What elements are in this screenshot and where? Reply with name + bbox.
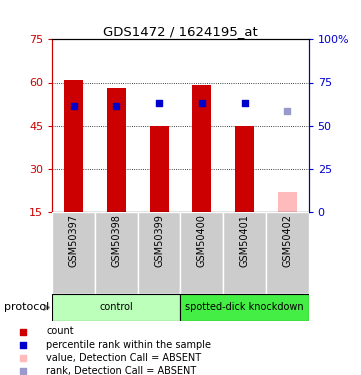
Point: [20, 355, 26, 361]
Text: percentile rank within the sample: percentile rank within the sample: [47, 339, 212, 350]
Text: control: control: [100, 303, 133, 312]
Text: value, Detection Call = ABSENT: value, Detection Call = ABSENT: [47, 352, 202, 363]
Bar: [52, 212, 95, 294]
Bar: [149, 126, 169, 212]
Bar: [138, 212, 180, 294]
Title: GDS1472 / 1624195_at: GDS1472 / 1624195_at: [103, 25, 258, 38]
Bar: [180, 294, 309, 321]
Text: protocol: protocol: [4, 303, 49, 312]
Bar: [180, 212, 223, 294]
Text: GSM50401: GSM50401: [240, 214, 249, 267]
Bar: [64, 80, 83, 212]
Text: spotted-dick knockdown: spotted-dick knockdown: [185, 303, 304, 312]
Point: [113, 102, 119, 108]
Point: [242, 100, 247, 106]
Bar: [192, 86, 212, 212]
Point: [199, 100, 205, 106]
Text: GSM50402: GSM50402: [282, 214, 292, 267]
Bar: [235, 126, 254, 212]
Bar: [278, 192, 297, 212]
Point: [284, 108, 290, 114]
Point: [20, 368, 26, 374]
Point: [20, 342, 26, 348]
Text: GSM50398: GSM50398: [112, 214, 121, 267]
Bar: [223, 212, 266, 294]
Bar: [52, 294, 180, 321]
Text: count: count: [47, 327, 74, 336]
Text: GSM50399: GSM50399: [154, 214, 164, 267]
Text: GSM50397: GSM50397: [69, 214, 79, 267]
Bar: [95, 212, 138, 294]
Bar: [107, 88, 126, 212]
Point: [156, 100, 162, 106]
Point: [71, 102, 77, 108]
Text: rank, Detection Call = ABSENT: rank, Detection Call = ABSENT: [47, 366, 197, 375]
Text: GSM50400: GSM50400: [197, 214, 207, 267]
Point: [20, 328, 26, 334]
Bar: [266, 212, 309, 294]
